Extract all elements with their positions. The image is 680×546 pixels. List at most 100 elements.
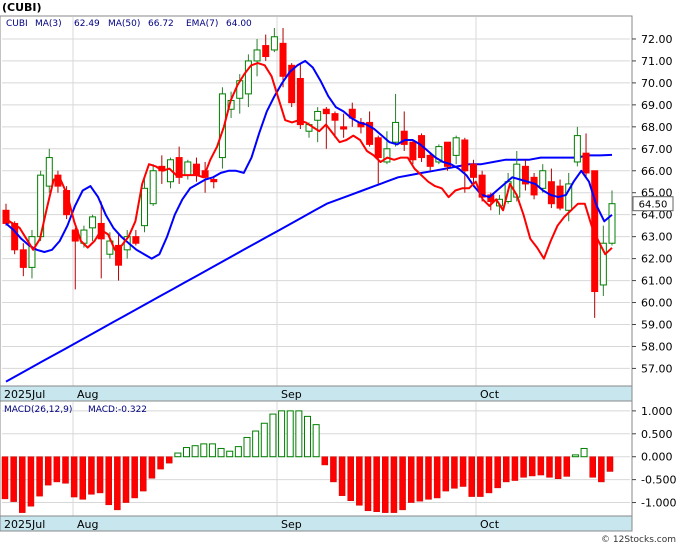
candle: [296, 63, 304, 130]
candle-body-up: [452, 137, 460, 156]
macd-bar-negative: [537, 456, 545, 476]
macd-bar-negative: [459, 456, 467, 487]
candle-body-up: [253, 49, 261, 62]
candle: [469, 159, 477, 187]
price-x-tick-label: 2025Jul: [4, 388, 45, 401]
candle-body-down: [426, 154, 434, 167]
price-y-tick-label: 67.00: [641, 143, 673, 156]
price-y-tick-label: 68.00: [641, 121, 673, 134]
price-x-tick-label: Sep: [281, 388, 302, 401]
legend-symbol: CUBI: [6, 19, 28, 29]
candle-body-up: [141, 187, 149, 227]
candle-body-up: [218, 93, 226, 159]
candle: [366, 111, 374, 147]
macd-bar-positive: [243, 436, 251, 458]
price-legend: CUBI MA(3) 62.49 MA(50) 66.72 EMA(7) 64.…: [6, 19, 252, 29]
candle: [244, 54, 252, 108]
macd-bar-negative: [511, 456, 519, 481]
price-x-axis: 2025Jul Aug Sep Oct: [4, 388, 500, 401]
candle: [89, 214, 97, 242]
candle-body-up: [149, 170, 157, 205]
macd-bar-positive: [174, 452, 182, 458]
candle: [331, 111, 339, 138]
macd-bar-negative: [442, 456, 450, 492]
candle: [141, 179, 149, 233]
candle: [444, 141, 452, 171]
candle: [28, 230, 36, 279]
macd-bar-negative: [1, 456, 9, 500]
candle-body-down: [296, 78, 304, 126]
price-x-tick-label: Oct: [480, 388, 500, 401]
macd-y-tick-label: 0.000: [641, 451, 673, 464]
price-y-tick-label: 64.00: [641, 209, 673, 222]
price-y-tick-label: 63.00: [641, 231, 673, 244]
macd-bar-negative: [70, 456, 78, 498]
macd-bar-positive: [226, 450, 234, 458]
watermark: © 12Stocks.com: [601, 535, 676, 545]
candle-body-up: [599, 242, 607, 286]
candle-body-down: [400, 130, 408, 145]
candle: [253, 38, 261, 77]
macd-bar-negative: [485, 456, 493, 494]
candle: [426, 153, 434, 171]
candle-body-down: [192, 163, 200, 176]
candle-body-down: [262, 45, 270, 58]
candle-body-up: [573, 135, 581, 163]
ma50-path: [5, 153, 613, 383]
legend-ema7-label: EMA(7): [186, 19, 218, 29]
candle-body-down: [19, 249, 27, 268]
price-y-tick-label: 71.00: [641, 55, 673, 68]
macd-legend-label: MACD(26,12,9): [4, 405, 72, 415]
candle-body-down: [469, 163, 477, 178]
candle: [132, 230, 140, 246]
candle-body-up: [383, 148, 391, 163]
candle-body-up: [45, 157, 53, 187]
macd-bar-positive: [312, 424, 320, 458]
macd-x-tick-label: 2025Jul: [4, 518, 45, 531]
macd-x-tick-label: Sep: [281, 518, 302, 531]
candle: [262, 34, 270, 61]
candle: [409, 140, 417, 165]
macd-bar-negative: [494, 456, 501, 489]
candle: [2, 203, 10, 226]
candle: [19, 243, 27, 277]
price-y-tick-label: 58.00: [641, 340, 673, 353]
candle-body-up: [244, 60, 252, 95]
macd-bar-positive: [191, 445, 199, 458]
ma3-line: [5, 62, 613, 260]
legend-ma50-value: 66.72: [148, 19, 174, 29]
candle: [218, 87, 226, 169]
candle: [608, 190, 616, 246]
macd-bar-positive: [217, 447, 225, 458]
macd-bar-negative: [44, 456, 52, 486]
candle: [314, 107, 322, 143]
candle-body-up: [435, 146, 443, 163]
candlesticks: [2, 27, 616, 318]
candle-body-down: [288, 64, 296, 104]
candle: [270, 27, 278, 53]
candle-body-down: [461, 139, 469, 172]
last-price-tag: 64.50: [632, 196, 674, 212]
macd-bar-negative: [140, 456, 147, 492]
macd-bar-positive: [286, 410, 294, 458]
macd-bar-negative: [433, 456, 441, 499]
macd-bar-negative: [131, 456, 138, 499]
candle-body-down: [2, 209, 10, 224]
candle: [582, 133, 590, 178]
macd-bar-negative: [356, 456, 363, 506]
macd-bar-positive: [260, 422, 268, 458]
candle-body-down: [331, 113, 339, 121]
macd-bar-negative: [451, 456, 458, 489]
candle-body-down: [175, 157, 183, 178]
candle-body-up: [28, 236, 36, 268]
ema7-line: [5, 59, 613, 260]
price-y-tick-label: 70.00: [641, 77, 673, 90]
candle: [322, 107, 330, 149]
macd-bar-negative: [148, 456, 156, 479]
candle: [210, 177, 218, 189]
macd-bar-negative: [606, 456, 614, 472]
candle: [530, 172, 538, 200]
macd-bar-negative: [598, 456, 605, 483]
macd-bar-negative: [373, 456, 380, 512]
